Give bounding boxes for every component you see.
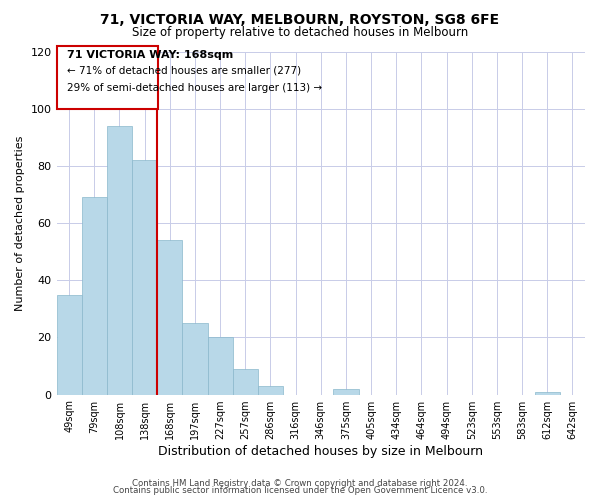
Y-axis label: Number of detached properties: Number of detached properties: [15, 136, 25, 310]
X-axis label: Distribution of detached houses by size in Melbourn: Distribution of detached houses by size …: [158, 444, 483, 458]
Bar: [132, 160, 157, 394]
Bar: [233, 369, 258, 394]
Bar: [182, 323, 208, 394]
Text: Contains HM Land Registry data © Crown copyright and database right 2024.: Contains HM Land Registry data © Crown c…: [132, 478, 468, 488]
Bar: [258, 386, 283, 394]
Text: 71, VICTORIA WAY, MELBOURN, ROYSTON, SG8 6FE: 71, VICTORIA WAY, MELBOURN, ROYSTON, SG8…: [100, 12, 500, 26]
Bar: [208, 338, 233, 394]
Text: Size of property relative to detached houses in Melbourn: Size of property relative to detached ho…: [132, 26, 468, 39]
Bar: [535, 392, 560, 394]
Text: 71 VICTORIA WAY: 168sqm: 71 VICTORIA WAY: 168sqm: [67, 50, 233, 60]
Bar: [82, 198, 107, 394]
Bar: [334, 389, 359, 394]
Text: ← 71% of detached houses are smaller (277): ← 71% of detached houses are smaller (27…: [67, 66, 301, 76]
Text: Contains public sector information licensed under the Open Government Licence v3: Contains public sector information licen…: [113, 486, 487, 495]
FancyBboxPatch shape: [57, 46, 158, 108]
Bar: [56, 294, 82, 394]
Bar: [157, 240, 182, 394]
Bar: [107, 126, 132, 394]
Text: 29% of semi-detached houses are larger (113) →: 29% of semi-detached houses are larger (…: [67, 83, 322, 93]
